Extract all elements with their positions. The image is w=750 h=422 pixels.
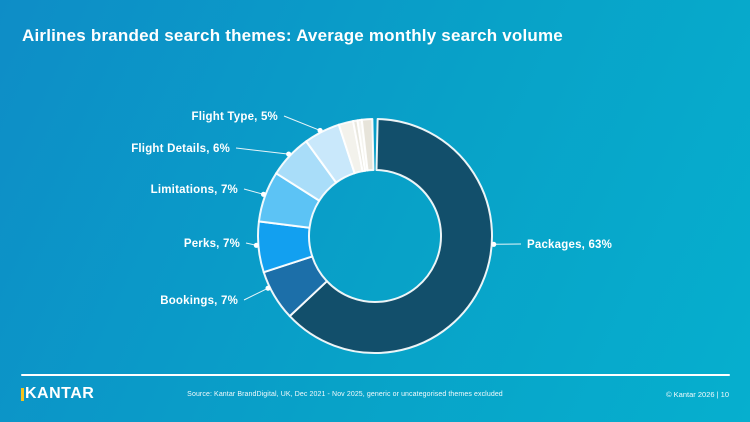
kantar-logo-accent-bar <box>21 387 24 401</box>
donut-segment-packages <box>288 118 493 354</box>
leader-line-limitations <box>243 188 264 195</box>
leader-line-bookings <box>243 287 269 301</box>
leader-line-flight-type <box>283 115 321 131</box>
leader-dot-packages <box>491 241 497 247</box>
footer-divider-line <box>21 374 730 376</box>
segment-label-packages: Packages, 63% <box>527 239 612 251</box>
segment-label-limitations: Limitations, 7% <box>151 184 238 196</box>
segment-label-flight-details: Flight Details, 6% <box>131 143 230 155</box>
slide-title: Airlines branded search themes: Average … <box>22 26 563 45</box>
kantar-logo: KANTAR <box>21 386 94 402</box>
footer: KANTAR Source: Kantar BrandDigital, UK, … <box>0 376 750 422</box>
segment-label-flight-type: Flight Type, 5% <box>192 111 279 123</box>
donut-segment-other-9 <box>360 118 375 172</box>
leader-dot-bookings <box>265 285 271 291</box>
leader-dot-perks <box>253 242 259 248</box>
leader-line-flight-details <box>235 147 289 155</box>
leader-dot-flight-type <box>317 127 323 134</box>
segment-label-bookings: Bookings, 7% <box>160 295 238 307</box>
segment-label-perks: Perks, 7% <box>184 238 240 250</box>
leader-dot-limitations <box>260 191 267 197</box>
copyright-page-number: © Kantar 2026 | 10 <box>666 390 729 399</box>
source-note: Source: Kantar BrandDigital, UK, Dec 202… <box>187 391 503 398</box>
kantar-logo-text: KANTAR <box>25 385 95 402</box>
leader-dot-flight-details <box>286 151 292 157</box>
